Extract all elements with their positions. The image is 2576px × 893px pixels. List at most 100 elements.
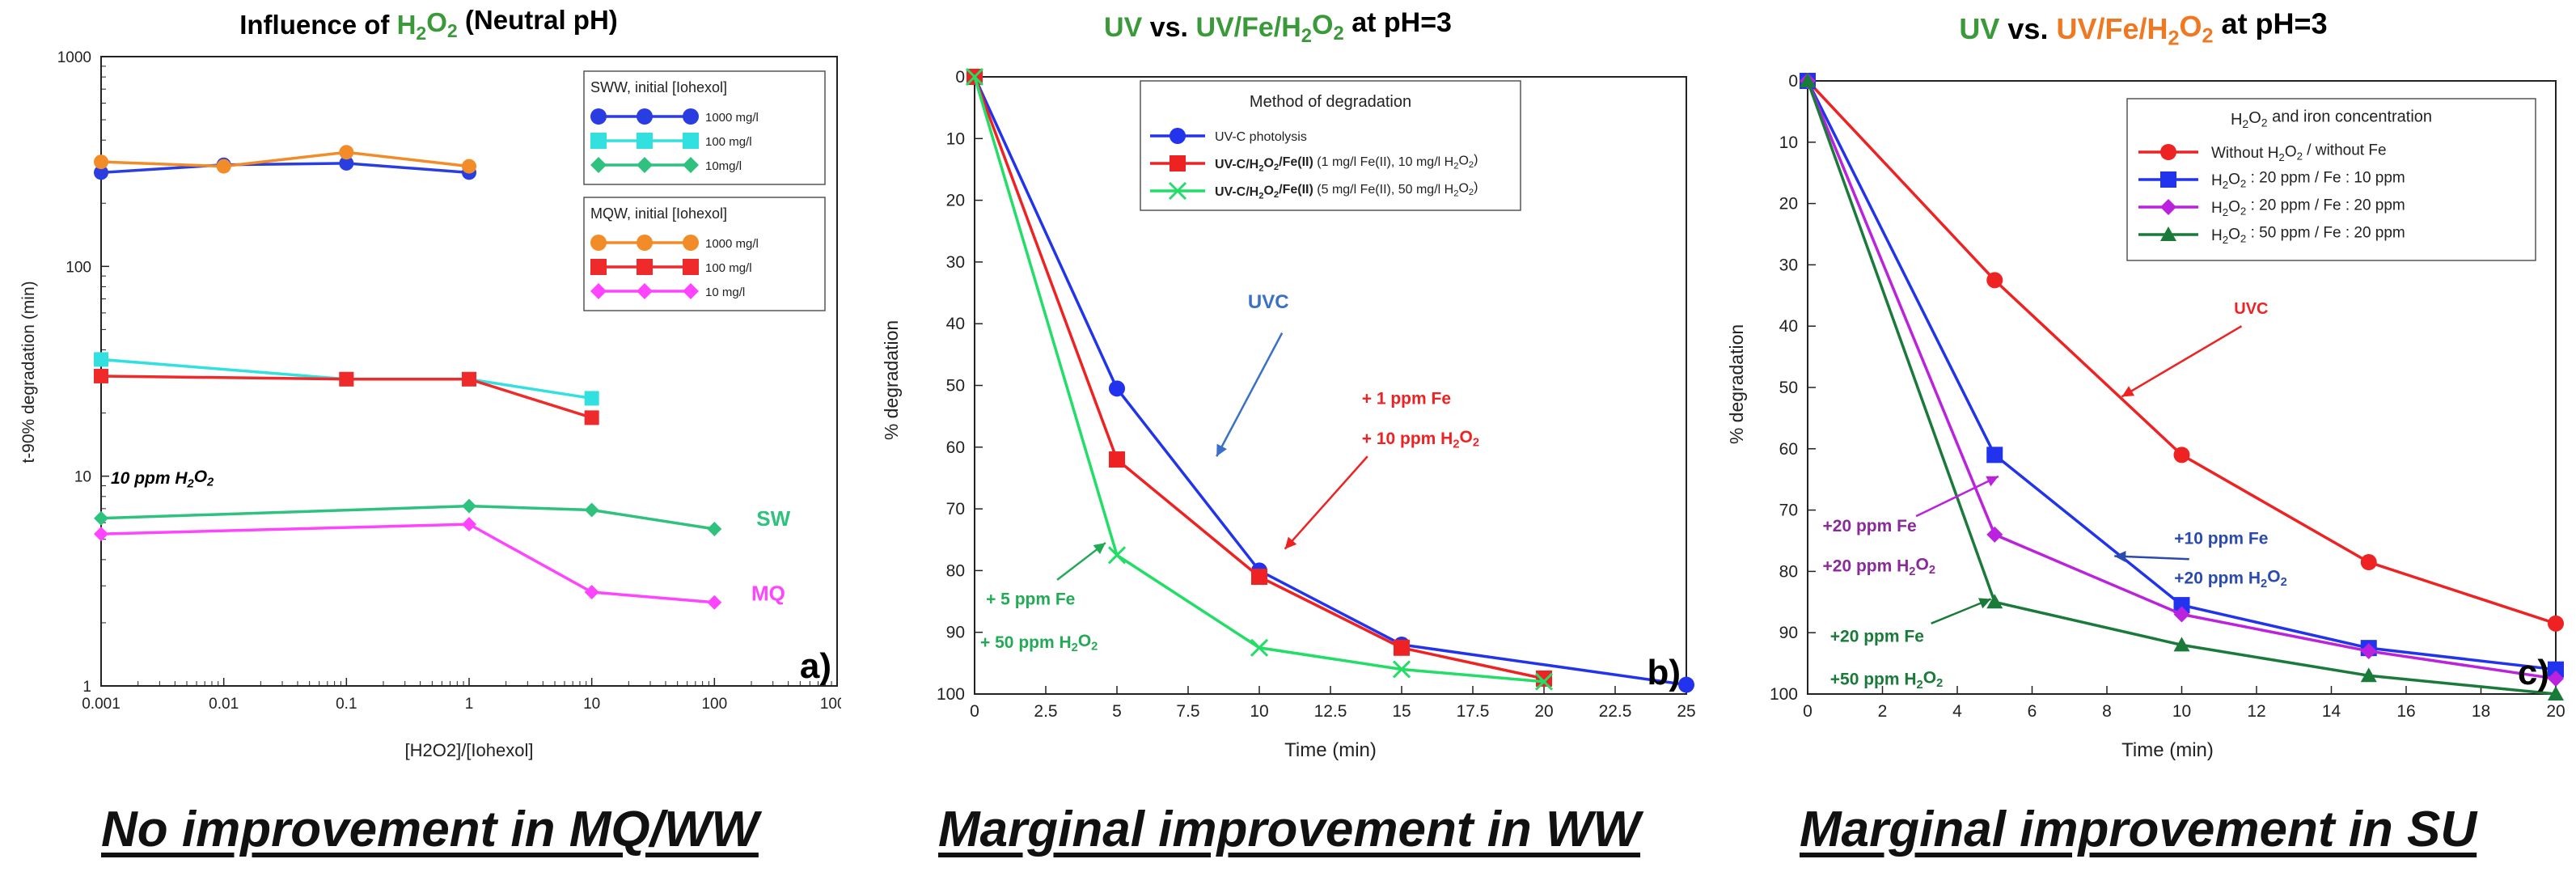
data-point: [94, 352, 108, 367]
annotation-label: +20 ppm Fe: [1830, 628, 1924, 646]
data-point: [216, 159, 231, 174]
legend-label: 1000 mg/l: [705, 237, 759, 251]
series-line-1: [100, 150, 470, 168]
data-point: [1986, 272, 2003, 289]
x-tick-label: 12.5: [1314, 702, 1347, 721]
legend-marker: [683, 157, 699, 173]
x-tick-label: 12: [2247, 702, 2265, 721]
y-tick-label: 90: [1779, 624, 1798, 642]
legend-marker: [637, 235, 653, 251]
legend-marker: [637, 133, 653, 149]
legend-marker: [683, 133, 699, 149]
annotation-label: +20 ppm H2O2: [2174, 568, 2286, 590]
y-axis-label: t-90% degradation (min): [19, 281, 38, 463]
legend-label: UV-C/H2O2/Fe(II) (5 mg/l Fe(II), 50 mg/l…: [1215, 180, 1478, 201]
x-tick-label: 0.1: [336, 696, 357, 713]
legend-marker: [2160, 171, 2176, 188]
annotation-label: + 10 ppm H2O2: [1362, 428, 1479, 451]
legend-marker: [590, 157, 607, 173]
legend-marker: [637, 108, 653, 125]
chart-title: UV vs. UV/Fe/H2O2 at pH=3: [1959, 7, 2327, 50]
data-point: [1107, 546, 1127, 565]
data-point: [94, 165, 108, 180]
data-point: [2360, 642, 2377, 659]
y-tick-label: 70: [1779, 502, 1798, 520]
chart-c: 0 2 4 6 8 10 12 14 16 18 20 0 10 20 30 40 50 60 70 80 90 100 U…: [1726, 7, 2565, 761]
legend-marker: [1170, 155, 1186, 171]
data-point: [965, 67, 984, 87]
data-point: [94, 154, 108, 170]
legend-label: H2O2 : 50 ppm / Fe : 20 ppm: [2211, 225, 2405, 246]
annotation-label: SW: [756, 506, 790, 531]
data-point: [94, 527, 108, 542]
data-point: [1392, 660, 1411, 679]
legend-marker: [683, 283, 699, 299]
data-point: [2360, 554, 2377, 571]
y-tick-label: 100: [1770, 685, 1798, 704]
y-tick-label: 80: [946, 561, 965, 580]
legend-label: 1000 mg/l: [705, 111, 759, 125]
y-tick-label: 50: [1779, 379, 1798, 397]
data-point: [584, 502, 599, 518]
legend-marker: [637, 259, 653, 275]
chart-title: Influence of H2O2 (Neutral pH): [239, 5, 618, 44]
data-point: [1986, 594, 2003, 609]
annotation-arrow: [1216, 332, 1284, 457]
legend-title: MQW, initial [Iohexol]: [590, 205, 727, 222]
caption-b: Marginal improvement in WW: [938, 802, 1641, 857]
data-point: [2173, 637, 2190, 652]
legend-marker: [1168, 181, 1187, 201]
y-tick-label: 30: [1779, 256, 1798, 274]
data-point: [584, 410, 599, 425]
x-tick-label: 100: [701, 696, 727, 713]
annotation-label: + 5 ppm Fe: [986, 590, 1075, 608]
data-point: [1109, 451, 1125, 468]
x-tick-label: 10: [1250, 702, 1268, 721]
legend-marker: [2160, 226, 2176, 241]
y-tick-label: 10: [946, 129, 965, 148]
data-point: [707, 595, 722, 610]
x-tick-label: 0.001: [82, 696, 121, 713]
data-point: [462, 159, 476, 174]
annotation-label: +10 ppm Fe: [2174, 529, 2268, 548]
data-point: [339, 145, 354, 160]
series-line-5: [100, 523, 715, 604]
annotation-arrow: [1931, 598, 1992, 624]
x-tick-label: 5: [1112, 702, 1122, 721]
panel-label: c): [2518, 653, 2549, 692]
legend-marker: [683, 108, 699, 125]
series-line-4: [100, 504, 715, 531]
data-point: [584, 585, 599, 600]
y-tick-label: 10: [74, 469, 91, 486]
legend-title: Method of degradation: [1250, 93, 1411, 111]
annotation-label: MQ: [751, 582, 785, 606]
x-tick-label: 22.5: [1599, 702, 1632, 721]
legend-marker: [590, 133, 607, 149]
y-axis-label: % degradation: [881, 320, 902, 440]
data-point: [1534, 672, 1554, 691]
legend-title: SWW, initial [Iohexol]: [590, 79, 727, 95]
data-point: [339, 155, 354, 171]
x-tick-label: 0: [970, 702, 979, 721]
x-tick-label: 18: [2472, 702, 2490, 721]
legend-label: H2O2 : 20 ppm / Fe : 10 ppm: [2211, 170, 2405, 191]
x-axis-label: [H2O2]/[Iohexol]: [405, 740, 534, 760]
annotation-label: 10 ppm H2O2: [111, 468, 214, 490]
y-tick-label: 20: [1779, 195, 1798, 214]
data-point: [462, 498, 476, 514]
data-point: [2173, 606, 2190, 623]
x-tick-label: 10: [583, 696, 600, 713]
legend-label: 10 mg/l: [705, 286, 745, 299]
series-line-3: [100, 375, 593, 420]
annotation-label: + 1 ppm Fe: [1362, 389, 1451, 408]
data-point: [1678, 676, 1694, 693]
x-tick-label: 20: [2546, 702, 2565, 721]
data-point: [94, 510, 108, 526]
data-point: [1251, 569, 1267, 586]
y-tick-label: 60: [946, 438, 965, 457]
legend-marker: [2160, 144, 2176, 160]
data-point: [1394, 639, 1410, 656]
panel-label: b): [1647, 653, 1681, 692]
series-line-0: [100, 162, 470, 175]
x-tick-label: 16: [2396, 702, 2415, 721]
